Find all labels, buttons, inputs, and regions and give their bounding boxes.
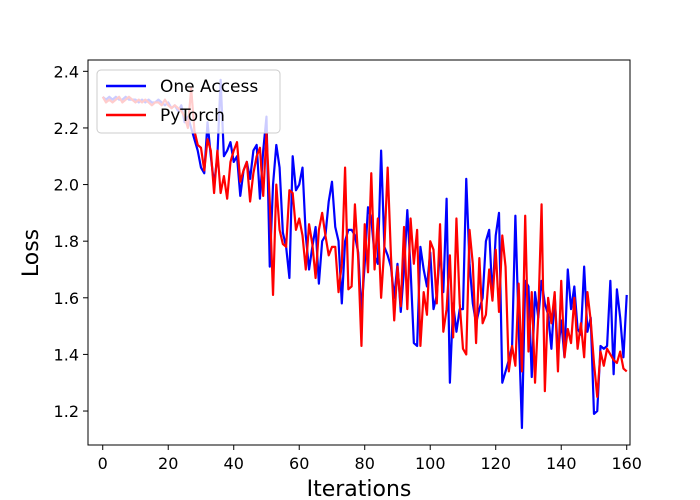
x-tick-label: 160 [611,454,642,473]
x-axis-title: Iterations [307,477,412,500]
y-tick-label: 1.4 [54,345,79,364]
y-tick-label: 2.0 [54,176,79,195]
x-tick-label: 100 [415,454,446,473]
y-tick-label: 2.2 [54,119,79,138]
legend: One Access PyTorch [96,69,281,134]
y-axis: 1.2 1.4 1.6 1.8 2.0 2.2 2.4 [54,62,88,421]
x-axis: 0 20 40 60 80 100 120 140 160 [98,445,642,473]
legend-label-pytorch: PyTorch [160,106,225,126]
axes-frame [87,59,631,446]
x-tick-label: 40 [224,454,244,473]
y-tick-label: 1.8 [54,232,79,251]
x-tick-label: 120 [480,454,511,473]
y-tick-label: 2.4 [54,62,79,81]
x-tick-label: 140 [546,454,577,473]
y-tick-label: 1.6 [54,289,79,308]
x-tick-label: 20 [158,454,178,473]
legend-label-one-access: One Access [160,77,258,97]
x-tick-label: 60 [289,454,309,473]
y-axis-title: Loss [19,229,44,277]
x-tick-label: 80 [355,454,375,473]
x-tick-label: 0 [98,454,108,473]
y-tick-label: 1.2 [54,402,79,421]
